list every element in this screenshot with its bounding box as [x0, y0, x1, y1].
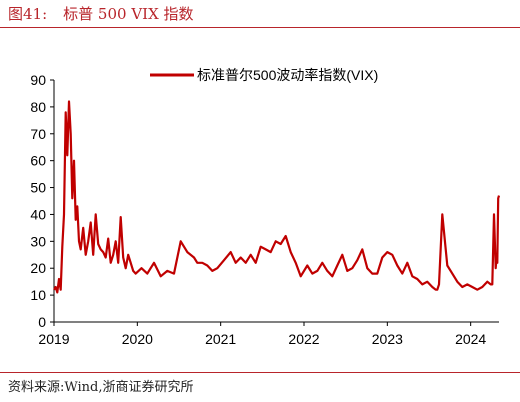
y-tick-label: 90	[30, 72, 46, 88]
legend: 标准普尔500波动率指数(VIX)	[150, 67, 378, 83]
source-note: 资料来源:Wind,浙商证券研究所	[8, 380, 194, 395]
source-rule	[0, 372, 520, 373]
x-tick-label: 2020	[122, 331, 153, 347]
figure-title-text: 标普 500 VIX 指数	[63, 5, 194, 23]
legend-label: 标准普尔500波动率指数(VIX)	[197, 67, 378, 83]
figure-title: 图41: 标普 500 VIX 指数	[8, 3, 194, 25]
y-tick-label: 20	[30, 260, 46, 276]
y-tick-label: 0	[38, 314, 46, 330]
y-tick-label: 30	[30, 233, 46, 249]
x-tick-label: 2024	[455, 331, 486, 347]
y-tick-label: 70	[30, 126, 46, 142]
x-tick-label: 2023	[372, 331, 403, 347]
x-tick-label: 2021	[205, 331, 236, 347]
series-line-vix	[53, 100, 501, 294]
y-tick-label: 60	[30, 153, 46, 169]
figure-label: 图41:	[8, 5, 48, 23]
y-tick-label: 10	[30, 287, 46, 303]
y-tick-label: 80	[30, 99, 46, 115]
y-tick-label: 40	[30, 206, 46, 222]
title-rule	[0, 27, 520, 28]
y-tick-label: 50	[30, 180, 46, 196]
x-tick-label: 2022	[288, 331, 319, 347]
x-tick-label: 2019	[38, 331, 69, 347]
